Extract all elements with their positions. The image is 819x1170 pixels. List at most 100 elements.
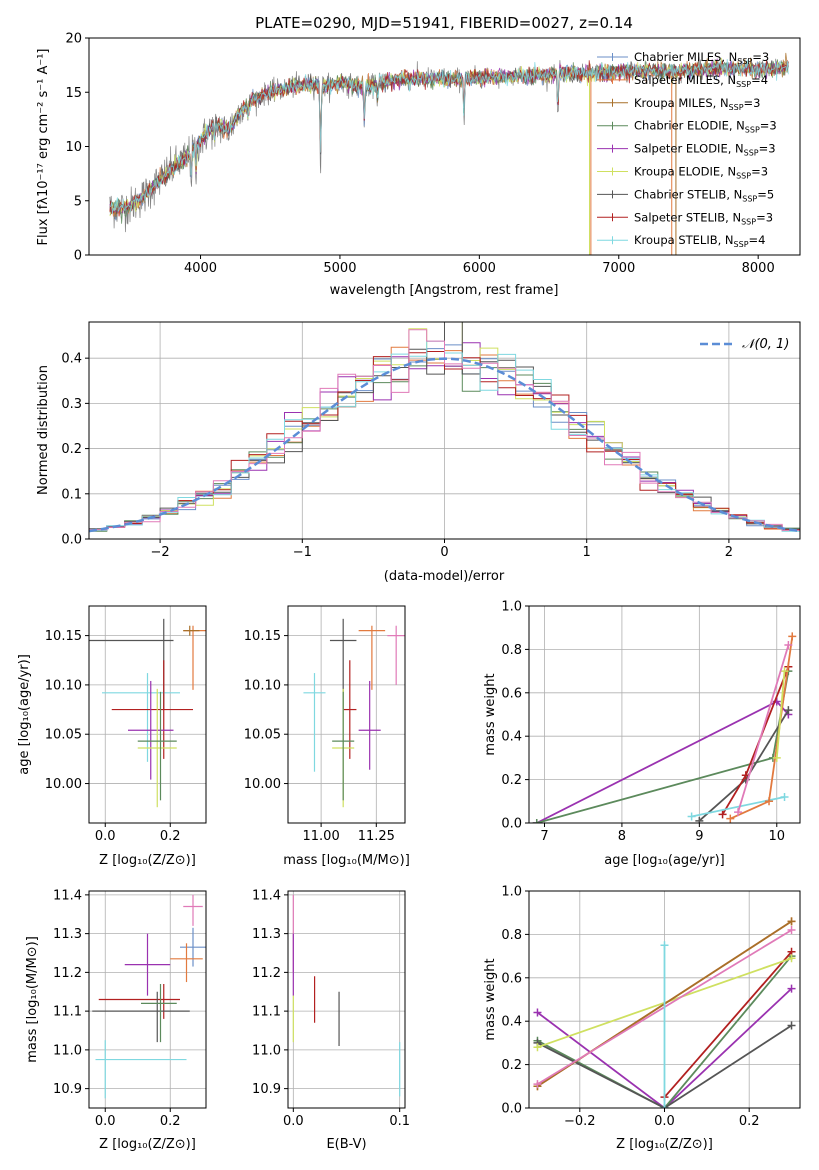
x-tick-label: 4000 (184, 261, 217, 276)
y-tick-label: 0.4 (61, 352, 82, 367)
x-tick-label: 11.25 (358, 829, 395, 844)
x-axis-label: E(B-V) (326, 1137, 366, 1152)
x-tick-label: 0.0 (283, 1114, 304, 1129)
legend: Chabrier MILES, NSSP=3 Salpeter MILES, NS… (597, 50, 777, 249)
x-tick-label: 1 (583, 545, 591, 560)
x-tick-label: 0.0 (654, 1114, 675, 1129)
y-tick-label: 0.2 (501, 773, 522, 788)
plot-area-age-vs-Z (89, 618, 206, 808)
axes-frame (88, 605, 207, 824)
y-tick-label: 11.1 (53, 1005, 82, 1020)
y-tick-label: 0.2 (501, 1058, 522, 1073)
y-axis-label: Normed distribution (36, 365, 51, 495)
weight-marker (660, 941, 669, 950)
errorbar-point-2 (387, 625, 405, 685)
x-axis-label: Z [log₁₀(Z/Z⊙)] (99, 1137, 196, 1152)
model-line-8 (109, 59, 789, 215)
chart-title: PLATE=0290, MJD=51941, FIBERID=0027, z=0… (255, 14, 633, 32)
legend-label: Salpeter ELODIE, NSSP=3 (634, 142, 776, 158)
y-axis-label: mass [log₁₀(M/M⊙)] (25, 936, 40, 1063)
errorbar-point-1 (180, 927, 206, 967)
y-tick-label: 0 (74, 249, 82, 264)
axes-age-vs-Z: 0.0 0.2 10.00 10.05 10.10 10.15 (45, 605, 207, 844)
y-tick-label: 10.9 (252, 1082, 281, 1097)
y-tick-label: 0.0 (501, 1102, 522, 1117)
weight-marker (533, 1008, 542, 1017)
legend-label: Kroupa ELODIE, NSSP=3 (634, 165, 768, 181)
x-tick-label: 9 (695, 829, 703, 844)
plot-area-mass-vs-EBV (292, 894, 401, 1097)
axes-frame (287, 890, 406, 1109)
x-tick-label: −0.2 (564, 1114, 596, 1129)
plot-area-mass-vs-Z (92, 894, 206, 1099)
weight-marker (787, 917, 796, 926)
y-tick-label: 11.0 (252, 1043, 281, 1058)
histogram-8 (89, 329, 800, 539)
normal-reference-line (89, 357, 800, 533)
y-tick-label: 10.00 (244, 777, 281, 792)
y-tick-label: 0.0 (501, 817, 522, 832)
y-tick-label: 10 (65, 140, 82, 155)
weight-line-7 (737, 644, 790, 813)
y-tick-label: 11.4 (53, 888, 82, 903)
x-tick-label: 5000 (323, 261, 356, 276)
axes-frame (287, 605, 406, 824)
y-tick-label: 10.10 (244, 678, 281, 693)
weight-line-3 (663, 951, 793, 1098)
y-tick-label: 0.4 (501, 1015, 522, 1030)
x-axis-label: (data-model)/error (384, 569, 505, 584)
axes-residuals: −2 −1 0 1 2 0.0 0.1 0.2 0.3 0.4 (61, 321, 801, 560)
x-tick-label: 8000 (742, 261, 775, 276)
weight-marker (772, 753, 781, 762)
y-tick-label: 15 (65, 86, 82, 101)
y-tick-label: 0.8 (501, 928, 522, 943)
axes-weight-vs-Z: −0.2 0.0 0.2 0.0 0.2 0.4 0.6 0.8 1.0 (501, 885, 801, 1129)
weight-marker (660, 1104, 669, 1108)
legend-label: Chabrier ELODIE, NSSP=3 (634, 119, 777, 135)
errorbar-point-3 (303, 673, 326, 772)
errorbar-point-7 (332, 691, 355, 801)
y-tick-label: 10.10 (45, 678, 82, 693)
weight-marker (532, 819, 541, 823)
errorbar-point-5 (358, 680, 381, 770)
x-tick-label: 0.2 (739, 1114, 760, 1129)
y-axis-label: mass weight (483, 673, 498, 755)
errorbar-point-1 (358, 625, 386, 690)
x-tick-label: −2 (151, 545, 170, 560)
x-tick-label: 0 (440, 545, 448, 560)
axes-spectrum: 4000 5000 6000 7000 8000 0 5 10 15 20 (65, 32, 801, 276)
weight-marker (695, 816, 704, 823)
axes-age-vs-mass: 11.00 11.25 10.00 10.05 10.10 10.15 (244, 605, 406, 844)
x-tick-label: 8 (618, 829, 626, 844)
legend-label: Chabrier STELIB, NSSP=5 (634, 187, 774, 203)
axes-weight-vs-age: 7 8 9 10 0.0 0.2 0.4 0.6 0.8 1.0 (501, 600, 801, 844)
y-tick-label: 10.05 (45, 728, 82, 743)
y-tick-label: 0.6 (501, 971, 522, 986)
errorbar-point-7 (95, 1040, 187, 1099)
x-axis-label: age [log₁₀(age/yr)] (604, 853, 725, 868)
weight-marker (765, 797, 774, 806)
y-axis-label: age [log₁₀(age/yr)] (17, 654, 32, 775)
x-tick-label: 0.0 (95, 1114, 116, 1129)
weight-marker (787, 926, 796, 935)
x-axis-label: Z [log₁₀(Z/Z⊙)] (99, 853, 196, 868)
plot-area-spectrum (109, 52, 789, 255)
legend-label: Kroupa MILES, NSSP=3 (634, 96, 760, 112)
legend-label: Salpeter MILES, NSSP=4 (634, 73, 768, 89)
errorbar-point-5 (128, 680, 174, 780)
y-tick-label: 1.0 (501, 600, 522, 615)
y-tick-label: 0.2 (61, 442, 82, 457)
axes-mass-vs-Z: 0.0 0.2 10.9 11.0 11.1 11.2 11.3 11.4 (53, 888, 207, 1129)
weight-marker (780, 667, 789, 676)
axes-frame (88, 890, 207, 1109)
y-axis-label: Flux [fλ10⁻¹⁷ erg cm⁻² s⁻¹ A⁻¹] (36, 49, 51, 246)
y-tick-label: 10.00 (45, 777, 82, 792)
axes-frame (528, 605, 801, 824)
weight-marker (784, 641, 793, 650)
y-axis-label: mass weight (483, 958, 498, 1040)
weight-marker (787, 1021, 796, 1030)
weight-marker (734, 808, 743, 817)
weight-marker (533, 1043, 542, 1052)
weight-marker (726, 814, 735, 823)
